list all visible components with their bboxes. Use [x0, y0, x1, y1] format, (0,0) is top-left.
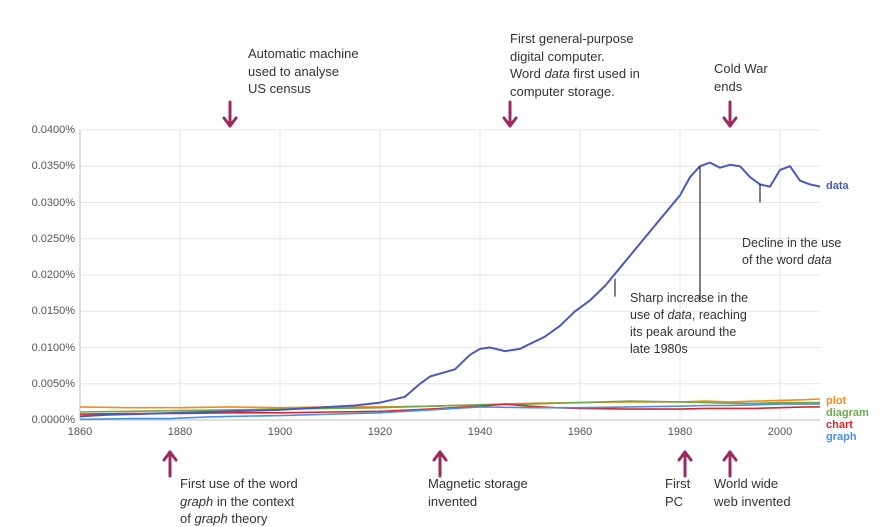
annotation-census: Automatic machineused to analyseUS censu… — [248, 45, 359, 98]
xtick-label: 1980 — [668, 426, 692, 438]
xtick-label: 1860 — [68, 426, 92, 438]
annotation-coldwar: Cold Warends — [714, 60, 768, 95]
ytick-label: 0.0350% — [15, 160, 75, 172]
ytick-label: 0.0100% — [15, 342, 75, 354]
xtick-label: 1920 — [368, 426, 392, 438]
xtick-label: 1900 — [268, 426, 292, 438]
series-label-plot: plot — [826, 395, 846, 407]
ytick-label: 0.0200% — [15, 269, 75, 281]
xtick-label: 1880 — [168, 426, 192, 438]
ngram-annotated-chart: { "plot_area": { "x0": 80, "x1": 820, "y… — [0, 0, 880, 527]
note-decline_data: Decline in the useof the word data — [742, 235, 841, 269]
xtick-label: 2000 — [768, 426, 792, 438]
xtick-label: 1940 — [468, 426, 492, 438]
series-label-diagram: diagram — [826, 407, 869, 419]
annotation-digital: First general-purposedigital computer.Wo… — [510, 30, 640, 100]
ytick-label: 0.0250% — [15, 233, 75, 245]
ytick-label: 0.0050% — [15, 378, 75, 390]
ytick-label: 0.0000% — [15, 414, 75, 426]
ytick-label: 0.0300% — [15, 197, 75, 209]
annotation-firstpc: FirstPC — [665, 475, 690, 510]
annotation-graphword: First use of the wordgraph in the contex… — [180, 475, 298, 527]
series-diagram — [80, 401, 820, 412]
xtick-label: 1960 — [568, 426, 592, 438]
series-label-data: data — [826, 180, 849, 192]
annotation-magnetic: Magnetic storageinvented — [428, 475, 528, 510]
annotation-www: World wideweb invented — [714, 475, 791, 510]
series-label-graph: graph — [826, 431, 857, 443]
series-label-chart: chart — [826, 419, 853, 431]
ytick-label: 0.0400% — [15, 124, 75, 136]
note-sharp_increase: Sharp increase in theuse of data, reachi… — [630, 290, 748, 358]
ytick-label: 0.0150% — [15, 305, 75, 317]
